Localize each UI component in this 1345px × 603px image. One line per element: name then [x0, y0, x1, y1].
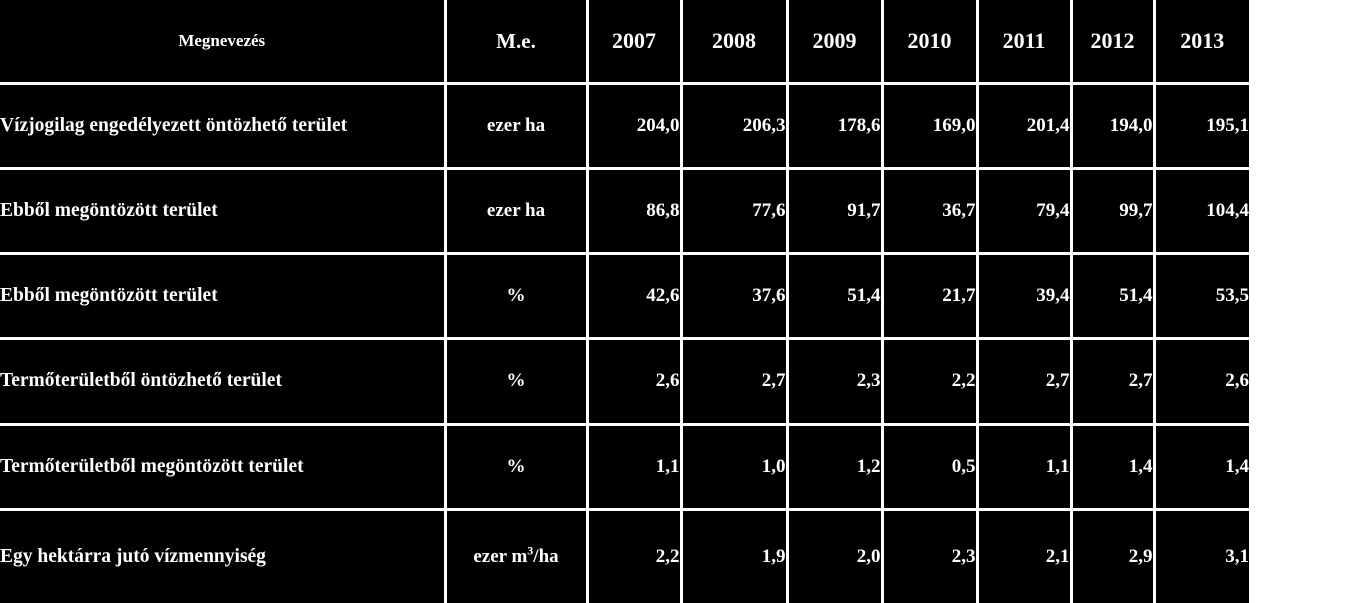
cell-value: 2,7 [679, 337, 789, 426]
header-name: Megnevezés [0, 0, 447, 85]
row-name: Ebből megöntözött terület [0, 167, 447, 256]
cell-value: 37,6 [679, 252, 789, 341]
cell-value: 2,2 [880, 337, 979, 426]
cell-value: 91,7 [785, 167, 884, 256]
row-name: Vízjogilag engedélyezett öntözhető terül… [0, 81, 447, 171]
irrigation-data-table: Megnevezés M.e. 2007 2008 2009 2010 2011… [0, 0, 1249, 603]
cell-value: 2,2 [585, 507, 683, 603]
cell-value: 2,1 [975, 507, 1073, 603]
cell-value: 79,4 [975, 167, 1073, 256]
cell-value: 99,7 [1069, 167, 1156, 256]
cell-value: 53,5 [1152, 252, 1249, 341]
cell-value: 1,9 [679, 507, 789, 603]
cell-value: 36,7 [880, 167, 979, 256]
table-row: Vízjogilag engedélyezett öntözhető terül… [0, 81, 1249, 171]
cell-value: 2,6 [1152, 337, 1249, 426]
cell-value: 1,1 [585, 422, 683, 511]
cell-value: 204,0 [585, 81, 683, 171]
row-name: Termőterületből megöntözött terület [0, 422, 447, 511]
row-unit: % [443, 337, 589, 426]
cell-value: 0,5 [880, 422, 979, 511]
row-unit: % [443, 422, 589, 511]
cell-value: 104,4 [1152, 167, 1249, 256]
cell-value: 2,9 [1069, 507, 1156, 603]
cell-value: 169,0 [880, 81, 979, 171]
table-header-row: Megnevezés M.e. 2007 2008 2009 2010 2011… [0, 0, 1249, 85]
header-year-2012: 2012 [1069, 0, 1156, 85]
cell-value: 3,1 [1152, 507, 1249, 603]
cell-value: 21,7 [880, 252, 979, 341]
cell-value: 201,4 [975, 81, 1073, 171]
cell-value: 2,0 [785, 507, 884, 603]
row-unit: ezer ha [443, 167, 589, 256]
cell-value: 2,7 [975, 337, 1073, 426]
row-unit: ezer m3/ha [443, 507, 589, 603]
row-unit: ezer ha [443, 81, 589, 171]
cell-value: 2,3 [880, 507, 979, 603]
cell-value: 77,6 [679, 167, 789, 256]
header-year-2010: 2010 [880, 0, 979, 85]
table-row: Egy hektárra jutó vízmennyiség ezer m3/h… [0, 507, 1249, 603]
cell-value: 1,4 [1152, 422, 1249, 511]
table-row: Termőterületből megöntözött terület % 1,… [0, 422, 1249, 511]
cell-value: 194,0 [1069, 81, 1156, 171]
header-year-2013: 2013 [1152, 0, 1249, 85]
row-unit: % [443, 252, 589, 341]
cell-value: 42,6 [585, 252, 683, 341]
table-row: Termőterületből öntözhető terület % 2,6 … [0, 337, 1249, 426]
cell-value: 2,3 [785, 337, 884, 426]
cell-value: 2,7 [1069, 337, 1156, 426]
cell-value: 206,3 [679, 81, 789, 171]
cell-value: 86,8 [585, 167, 683, 256]
cell-value: 51,4 [785, 252, 884, 341]
cell-value: 1,4 [1069, 422, 1156, 511]
table-row: Ebből megöntözött terület ezer ha 86,8 7… [0, 167, 1249, 256]
cell-value: 51,4 [1069, 252, 1156, 341]
row-name: Ebből megöntözött terület [0, 252, 447, 341]
cell-value: 1,2 [785, 422, 884, 511]
cell-value: 39,4 [975, 252, 1073, 341]
row-name: Termőterületből öntözhető terület [0, 337, 447, 426]
header-year-2011: 2011 [975, 0, 1073, 85]
cell-value: 1,0 [679, 422, 789, 511]
cell-value: 178,6 [785, 81, 884, 171]
header-year-2008: 2008 [679, 0, 789, 85]
header-year-2009: 2009 [785, 0, 884, 85]
header-unit: M.e. [443, 0, 589, 85]
cell-value: 1,1 [975, 422, 1073, 511]
cell-value: 195,1 [1152, 81, 1249, 171]
table-container: Megnevezés M.e. 2007 2008 2009 2010 2011… [0, 0, 1249, 603]
header-year-2007: 2007 [585, 0, 683, 85]
table-row: Ebből megöntözött terület % 42,6 37,6 51… [0, 252, 1249, 341]
cell-value: 2,6 [585, 337, 683, 426]
row-name: Egy hektárra jutó vízmennyiség [0, 507, 447, 603]
